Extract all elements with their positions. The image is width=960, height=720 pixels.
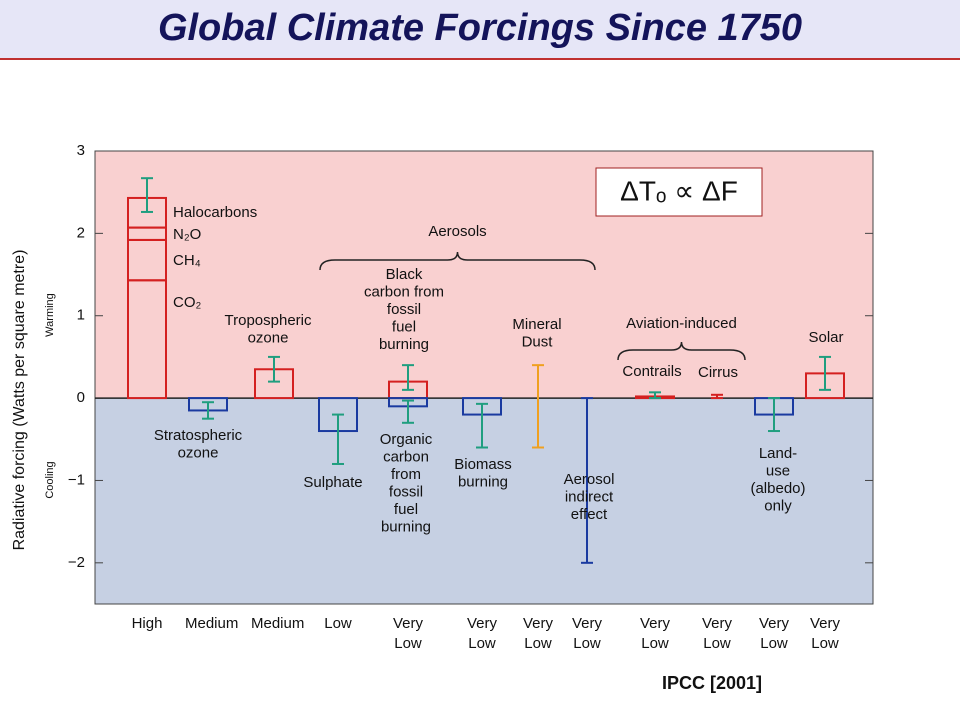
- forcing-label: Organic: [380, 431, 433, 448]
- group-brace: [617, 341, 746, 361]
- x-tick-label: Very Low: [571, 615, 602, 652]
- forcing-label: carbon from: [364, 283, 444, 300]
- y-tick-label: 3: [77, 142, 85, 159]
- forcing-label: Cirrus: [698, 364, 738, 381]
- forcing-label: indirect: [565, 488, 614, 505]
- y-tick-label: −2: [68, 554, 85, 571]
- forcing-label: Aerosol: [564, 471, 615, 488]
- x-tick-label: Very Low: [466, 615, 497, 652]
- x-tick-label: Very Low: [522, 615, 553, 652]
- segment-label: N₂O: [173, 226, 201, 243]
- title-band: [0, 0, 960, 58]
- forcing-label: burning: [379, 336, 429, 353]
- forcing-label: Tropospheric: [225, 312, 312, 329]
- forcing-label: only: [764, 497, 792, 514]
- warming-label: Warming: [44, 293, 56, 337]
- forcing-label: Dust: [522, 333, 554, 350]
- x-tick-label: High: [131, 615, 163, 632]
- forcing-label: use: [766, 462, 790, 479]
- x-tick-label: Medium: [185, 615, 239, 632]
- forcing-label: Mineral: [512, 316, 561, 333]
- plot-frame: [94, 150, 874, 605]
- group-label: Aviation-induced: [626, 315, 737, 332]
- source: IPCC [2001]: [662, 673, 762, 693]
- equation: ΔTₒ ∝ ΔF: [620, 175, 738, 206]
- y-axis-label: Radiative forcing (Watts per square metr…: [11, 250, 28, 551]
- y-tick-label: 0: [77, 389, 85, 406]
- chart-title: Global Climate Forcings Since 1750: [158, 7, 802, 49]
- x-tick-label: Medium: [251, 615, 305, 632]
- forcing-label: fuel: [392, 318, 416, 335]
- forcing-label: Biomass: [454, 456, 512, 473]
- y-tick-label: 1: [77, 307, 85, 324]
- forcing-label: fossil: [387, 301, 421, 318]
- x-tick-label: Very Low: [392, 615, 423, 652]
- x-tick-label: Very Low: [758, 615, 789, 652]
- forcing-label: Black: [386, 266, 423, 283]
- segment-label: CO₂: [173, 294, 202, 311]
- forcing-label: burning: [458, 473, 508, 490]
- forcing-label: fuel: [394, 501, 418, 518]
- forcing-label: Land-: [759, 445, 797, 462]
- segment-label: Halocarbons: [173, 204, 257, 221]
- forcing-label: Solar: [808, 329, 843, 346]
- x-tick-label: Low: [324, 615, 352, 632]
- forcing-label: Sulphate: [303, 474, 362, 491]
- group-label: Aerosols: [428, 223, 486, 240]
- y-tick-label: 2: [77, 224, 85, 241]
- group-brace: [319, 251, 596, 271]
- cooling-region: [95, 398, 873, 604]
- x-tick-label: Very Low: [809, 615, 840, 652]
- equation-box: [595, 167, 763, 217]
- forcing-label: effect: [571, 506, 608, 523]
- forcing-label: burning: [381, 518, 431, 535]
- forcing-label: Stratospheric: [154, 427, 243, 444]
- forcing-label: fossil: [389, 483, 423, 500]
- y-tick-label: −1: [68, 471, 85, 488]
- forcing-label: (albedo): [750, 480, 805, 497]
- forcing-label: carbon: [383, 448, 429, 465]
- forcing-label: ozone: [248, 329, 289, 346]
- segment-label: CH₄: [173, 252, 201, 269]
- forcing-label: ozone: [178, 444, 219, 461]
- x-tick-label: Very Low: [639, 615, 670, 652]
- cooling-label: Cooling: [44, 461, 56, 498]
- forcing-label: from: [391, 466, 421, 483]
- x-tick-label: Very Low: [701, 615, 732, 652]
- forcing-label: Contrails: [622, 363, 681, 380]
